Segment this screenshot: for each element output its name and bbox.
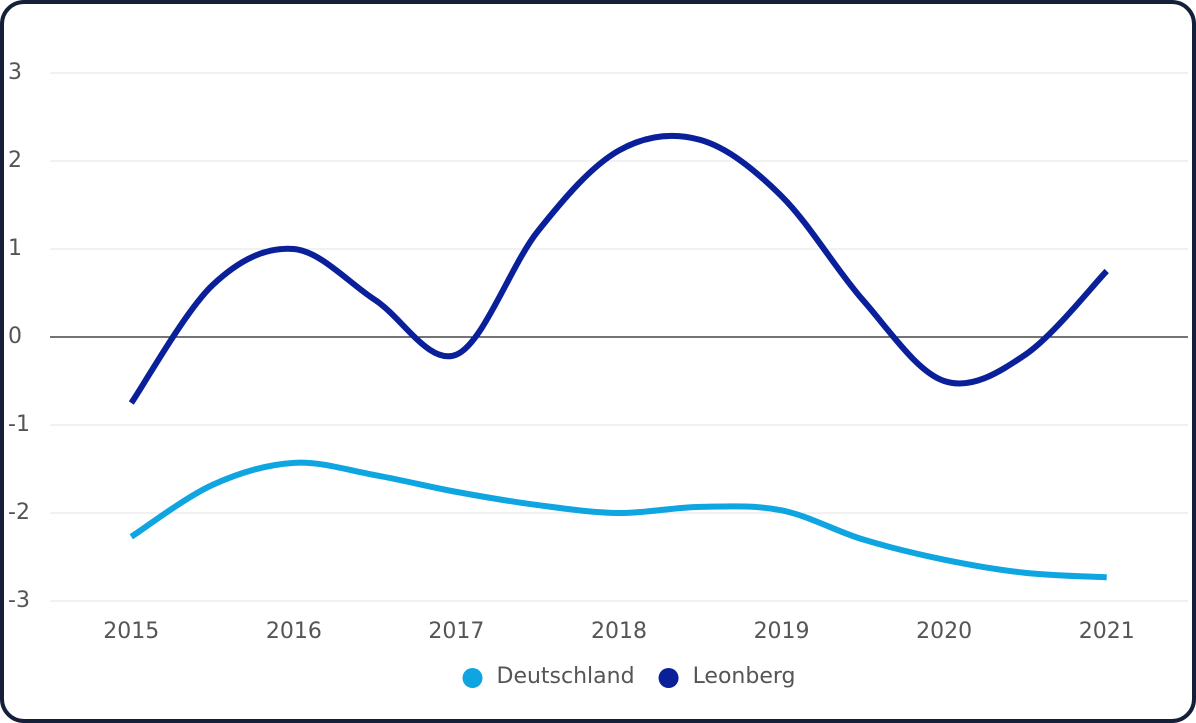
legend-label: Deutschland: [497, 664, 635, 689]
legend-marker: [462, 668, 483, 688]
x-tick-label: 2018: [591, 619, 647, 644]
x-tick-label: 2021: [1079, 619, 1135, 644]
y-tick-label: 1: [8, 236, 22, 261]
y-tick-label: 0: [8, 324, 22, 349]
y-tick-label: -1: [8, 412, 30, 437]
legend-label: Leonberg: [693, 664, 796, 689]
legend-marker: [658, 668, 679, 688]
y-tick-label: -3: [8, 588, 30, 613]
line: [128, 132, 1109, 405]
x-tick-label: 2020: [916, 619, 972, 644]
x-tick-label: 2019: [754, 619, 810, 644]
y-tick-label: 3: [8, 60, 22, 85]
line: [129, 459, 1107, 581]
y-tick-label: 2: [8, 148, 22, 173]
y-tick-label: -2: [8, 500, 30, 525]
x-tick-label: 2016: [266, 619, 322, 644]
x-tick-label: 2017: [428, 619, 484, 644]
x-tick-label: 2015: [103, 619, 159, 644]
